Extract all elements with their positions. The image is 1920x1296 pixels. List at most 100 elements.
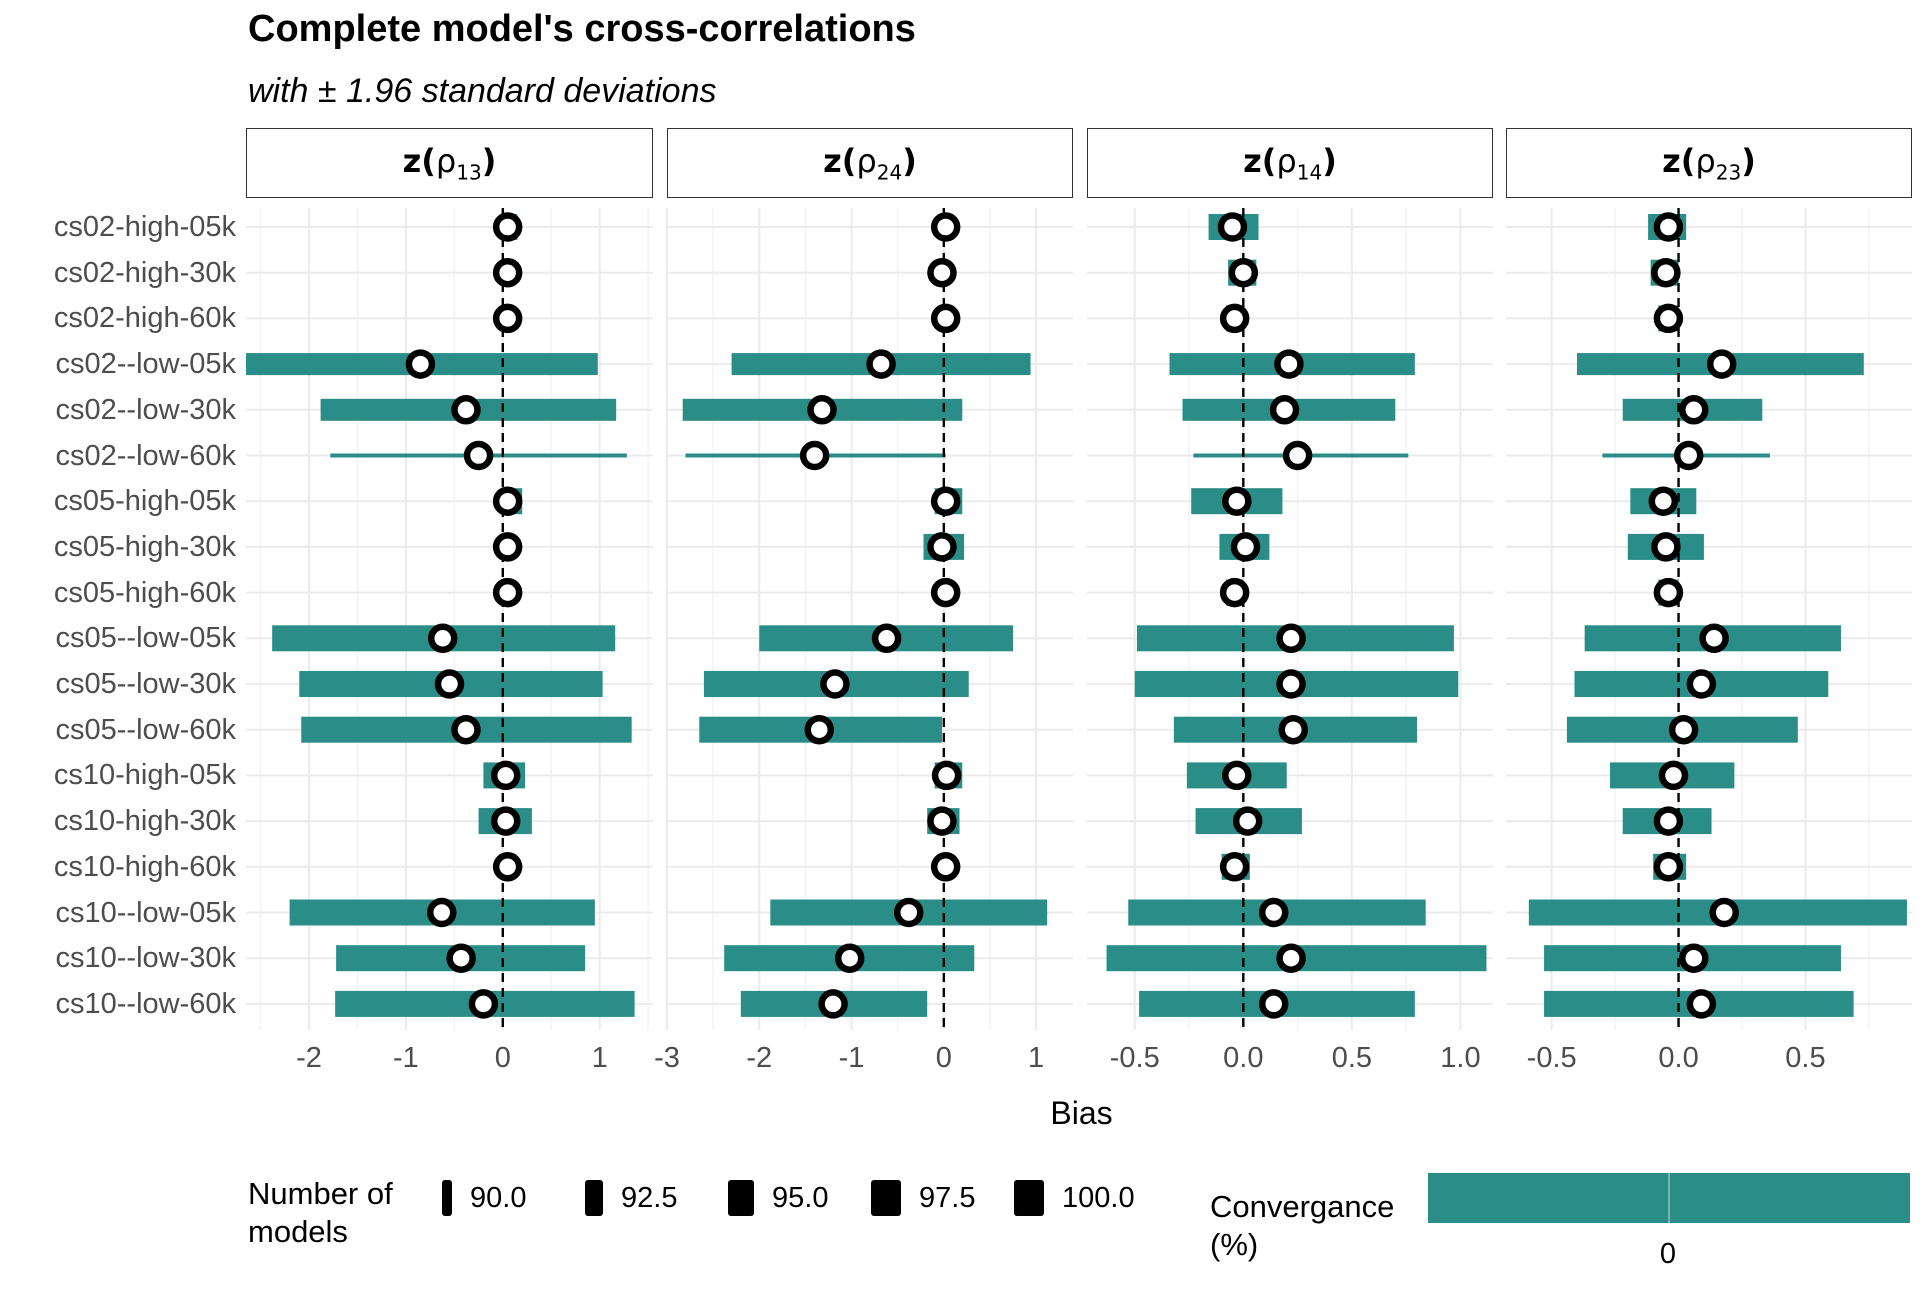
color-legend-tick bbox=[1668, 1173, 1670, 1223]
mean-point bbox=[1258, 989, 1289, 1019]
mean-point bbox=[931, 760, 962, 791]
y-tick-label: cs02-high-30k bbox=[53, 256, 236, 289]
y-tick-label: cs05-high-30k bbox=[53, 530, 236, 563]
mean-point bbox=[866, 349, 896, 379]
mean-point bbox=[1653, 852, 1684, 882]
y-tick-label: cs05-high-05k bbox=[53, 485, 236, 518]
chart-plot-area bbox=[246, 208, 1912, 1030]
mean-point bbox=[1258, 897, 1289, 928]
color-legend-title: Convergance (%) bbox=[1210, 1188, 1394, 1264]
color-legend-bar bbox=[1428, 1173, 1910, 1223]
facet-strip: z(ρ14) bbox=[1087, 128, 1493, 198]
y-tick-label: cs02-high-05k bbox=[53, 211, 236, 243]
mean-point bbox=[927, 806, 957, 836]
size-legend-key bbox=[442, 1180, 452, 1216]
facet-strip: z(ρ24) bbox=[667, 128, 1073, 198]
mean-point bbox=[405, 349, 436, 379]
size-legend-key bbox=[1014, 1180, 1044, 1216]
facet-label: z(ρ13) bbox=[402, 141, 497, 185]
mean-point bbox=[807, 395, 837, 425]
mean-point bbox=[492, 257, 523, 288]
mean-point bbox=[490, 760, 521, 791]
y-tick-label: cs10-high-05k bbox=[53, 759, 236, 792]
mean-point bbox=[1651, 532, 1681, 562]
mean-point bbox=[1686, 669, 1717, 699]
x-tick-label: 0.5 bbox=[1785, 1042, 1826, 1074]
y-tick-label: cs02-high-60k bbox=[53, 302, 236, 335]
size-legend-label: 97.5 bbox=[919, 1181, 976, 1214]
mean-point bbox=[446, 943, 476, 973]
mean-point bbox=[834, 943, 865, 973]
mean-point bbox=[930, 577, 961, 608]
mean-point bbox=[427, 623, 458, 654]
facet-strip: z(ρ13) bbox=[246, 128, 653, 198]
mean-point bbox=[1679, 943, 1709, 973]
mean-point bbox=[1651, 257, 1681, 288]
size-legend-item: 90.0 bbox=[442, 1180, 526, 1216]
x-tick-label: 0.0 bbox=[1658, 1042, 1699, 1074]
y-tick-label: cs05--low-30k bbox=[55, 668, 237, 700]
mean-point bbox=[1653, 212, 1684, 242]
facet-label: z(ρ24) bbox=[823, 141, 917, 185]
mean-point bbox=[820, 669, 850, 699]
x-tick-label: -3 bbox=[654, 1042, 680, 1074]
mean-point bbox=[1232, 806, 1263, 836]
size-legend-label: 92.5 bbox=[621, 1181, 678, 1214]
y-tick-label: cs05-high-60k bbox=[53, 576, 236, 609]
color-legend-title-line2: (%) bbox=[1210, 1227, 1259, 1262]
mean-point bbox=[930, 852, 961, 882]
chart-subtitle: with ± 1.96 standard deviations bbox=[248, 72, 717, 110]
x-tick-label: -0.5 bbox=[1526, 1042, 1577, 1074]
mean-point bbox=[1219, 577, 1250, 608]
mean-point bbox=[492, 532, 523, 562]
mean-point bbox=[451, 714, 481, 745]
facet-label: z(ρ23) bbox=[1662, 141, 1756, 185]
mean-point bbox=[1699, 623, 1729, 654]
x-tick-label: -2 bbox=[296, 1042, 322, 1074]
mean-point bbox=[1648, 486, 1679, 516]
x-tick-label: -1 bbox=[838, 1042, 865, 1074]
y-tick-label: cs05--low-05k bbox=[55, 622, 237, 655]
x-tick-label: 0.5 bbox=[1331, 1042, 1373, 1074]
x-tick-label: 0.0 bbox=[1223, 1042, 1264, 1074]
mean-point bbox=[930, 486, 961, 516]
facet-label: z(ρ14) bbox=[1243, 141, 1337, 185]
mean-point bbox=[1276, 623, 1306, 654]
size-legend-title: Number of models bbox=[248, 1175, 393, 1251]
size-legend-title-line2: models bbox=[248, 1214, 348, 1249]
y-tick-label: cs10-high-30k bbox=[53, 805, 236, 838]
y-tick-label: cs02--low-05k bbox=[55, 348, 237, 381]
mean-point bbox=[1278, 714, 1309, 745]
size-legend-item: 97.5 bbox=[871, 1180, 975, 1216]
size-legend-item: 95.0 bbox=[728, 1180, 828, 1216]
mean-point bbox=[468, 989, 499, 1019]
mean-point bbox=[1706, 349, 1737, 379]
size-legend-key bbox=[585, 1180, 603, 1216]
chart-title: Complete model's cross-correlations bbox=[248, 8, 916, 50]
size-legend-label: 100.0 bbox=[1062, 1181, 1135, 1214]
mean-point bbox=[871, 623, 902, 654]
mean-point bbox=[492, 212, 523, 242]
mean-point bbox=[1222, 486, 1252, 516]
x-tick-label: -2 bbox=[746, 1042, 773, 1074]
mean-point bbox=[930, 303, 961, 334]
mean-point bbox=[1230, 532, 1261, 562]
mean-point bbox=[894, 897, 924, 928]
x-tick-label: 1.0 bbox=[1440, 1042, 1481, 1074]
mean-point bbox=[927, 257, 957, 288]
x-tick-label: 1 bbox=[591, 1042, 608, 1074]
mean-point bbox=[1709, 897, 1739, 928]
mean-point bbox=[1228, 257, 1259, 288]
mean-point bbox=[434, 669, 465, 699]
mean-point bbox=[451, 395, 481, 425]
mean-point bbox=[1276, 669, 1306, 699]
size-legend-key bbox=[728, 1180, 754, 1216]
mean-point bbox=[1276, 943, 1306, 973]
y-tick-label: cs10--low-60k bbox=[55, 987, 237, 1020]
mean-point bbox=[492, 852, 523, 882]
mean-point bbox=[1653, 577, 1684, 608]
mean-point bbox=[1668, 714, 1699, 745]
y-tick-label: cs02--low-30k bbox=[55, 393, 237, 426]
mean-point bbox=[492, 486, 523, 516]
mean-point bbox=[818, 989, 848, 1019]
